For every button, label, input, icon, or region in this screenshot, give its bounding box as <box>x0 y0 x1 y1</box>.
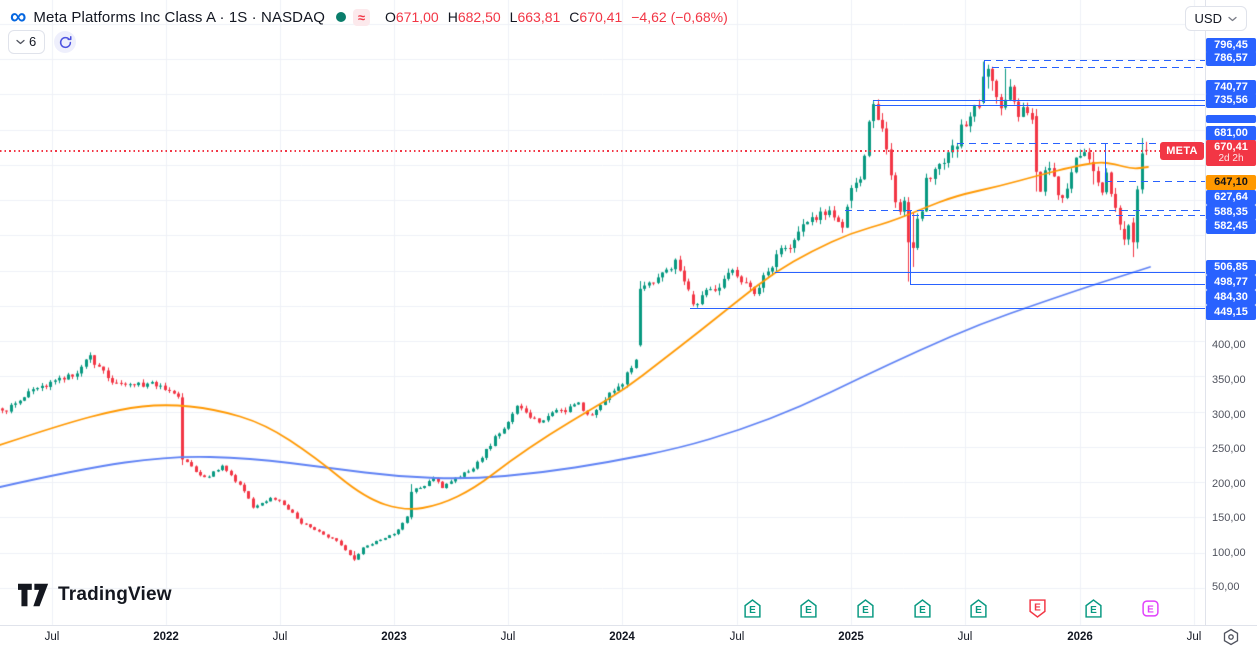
ohlc-c: C670,41 <box>569 9 623 25</box>
object-tree-button[interactable]: 6 <box>8 30 46 54</box>
market-status-dot-icon[interactable] <box>336 12 346 22</box>
approx-data-icon[interactable]: ≈ <box>353 8 370 26</box>
price-label-449,15: 449,15 <box>1206 304 1256 320</box>
price-label-796,45: 796,45 <box>1206 37 1256 53</box>
ohlc-legend: O671,00 H682,50 L663,81 C670,41 <box>385 9 622 25</box>
earnings-badge-green-icon[interactable]: E <box>744 599 761 618</box>
time-tick-2022: 2022 <box>153 631 179 643</box>
earnings-badge-green-icon[interactable]: E <box>800 599 817 618</box>
price-label-484,30: 484,30 <box>1206 289 1256 305</box>
refresh-button[interactable] <box>54 31 77 53</box>
time-tick-2026: 2026 <box>1067 631 1093 643</box>
symbol-price-tag: META <box>1160 142 1204 160</box>
time-tick-2023: 2023 <box>381 631 407 643</box>
symbol-title[interactable]: Meta Platforms Inc Class A · 1S · NASDAQ <box>33 8 325 26</box>
meta-logo-icon: ∞ <box>10 2 27 29</box>
object-count-label: 6 <box>29 34 37 49</box>
svg-text:E: E <box>1090 605 1097 616</box>
chart-subtoolbar: 6 <box>8 30 77 54</box>
countdown-label: 2d 2h <box>1218 153 1244 164</box>
svg-text:E: E <box>1147 605 1154 616</box>
earnings-badge-red-icon[interactable]: E <box>1029 599 1046 618</box>
ohlc-h: H682,50 <box>447 9 501 25</box>
time-axis[interactable] <box>0 625 1257 647</box>
price-axis-tick-400,00: 400,00 <box>1212 339 1246 351</box>
session-settings-icon[interactable] <box>1222 628 1240 646</box>
earnings-badge-green-icon[interactable]: E <box>970 599 987 618</box>
watermark-text: TradingView <box>58 584 172 605</box>
earnings-badge-green-icon[interactable]: E <box>1085 599 1102 618</box>
price-axis-tick-150,00: 150,00 <box>1212 512 1246 524</box>
time-tick-2024: 2024 <box>609 631 635 643</box>
time-tick-Jul: Jul <box>272 631 288 643</box>
price-label-588,35: 588,35 <box>1206 204 1256 220</box>
refresh-icon <box>59 35 72 48</box>
time-tick-Jul: Jul <box>1186 631 1202 643</box>
time-tick-2025: 2025 <box>838 631 864 643</box>
tradingview-logo-icon <box>18 583 49 607</box>
chevron-down-icon <box>1228 16 1237 21</box>
earnings-badge-green-icon[interactable]: E <box>914 599 931 618</box>
price-label-681,00: 681,00 <box>1206 125 1256 141</box>
ohlc-l: L663,81 <box>509 9 561 25</box>
price-axis-tick-100,00: 100,00 <box>1212 547 1246 559</box>
price-label-735,56: 735,56 <box>1206 92 1256 108</box>
price-label-627,64: 627,64 <box>1206 189 1256 205</box>
price-axis-tick-250,00: 250,00 <box>1212 443 1246 455</box>
price-label-740,77: 740,77 <box>1206 79 1256 95</box>
symbol-header: ∞ Meta Platforms Inc Class A · 1S · NASD… <box>10 2 728 29</box>
svg-text:E: E <box>975 605 982 616</box>
price-axis-tick-50,00: 50,00 <box>1212 581 1240 593</box>
time-tick-Jul: Jul <box>729 631 745 643</box>
change-value: −4,62 (−0,68%) <box>631 9 728 25</box>
chevron-down-icon <box>16 39 25 44</box>
price-axis-tick-300,00: 300,00 <box>1212 409 1246 421</box>
svg-text:E: E <box>1034 603 1041 614</box>
svg-text:E: E <box>919 605 926 616</box>
time-tick-Jul: Jul <box>44 631 60 643</box>
price-axis-tick-350,00: 350,00 <box>1212 374 1246 386</box>
price-label-clipped <box>1206 115 1256 123</box>
currency-label: USD <box>1194 11 1222 26</box>
svg-text:E: E <box>749 605 756 616</box>
price-axis-tick-200,00: 200,00 <box>1212 478 1246 490</box>
price-label-647,10: 647,10 <box>1206 174 1256 190</box>
price-label-582,45: 582,45 <box>1206 218 1256 234</box>
svg-text:E: E <box>862 605 869 616</box>
ohlc-o: O671,00 <box>385 9 439 25</box>
tradingview-watermark[interactable]: TradingView <box>18 583 172 607</box>
price-label-498,77: 498,77 <box>1206 274 1256 290</box>
price-label-670,41: 670,41 2d 2h <box>1206 140 1256 166</box>
time-tick-Jul: Jul <box>957 631 973 643</box>
price-label-786,57: 786,57 <box>1206 50 1256 66</box>
currency-selector[interactable]: USD <box>1184 6 1247 31</box>
earnings-badge-magenta-icon[interactable]: E <box>1142 599 1159 618</box>
time-tick-Jul: Jul <box>500 631 516 643</box>
price-label-506,85: 506,85 <box>1206 259 1256 275</box>
svg-text:E: E <box>805 605 812 616</box>
earnings-badge-green-icon[interactable]: E <box>857 599 874 618</box>
